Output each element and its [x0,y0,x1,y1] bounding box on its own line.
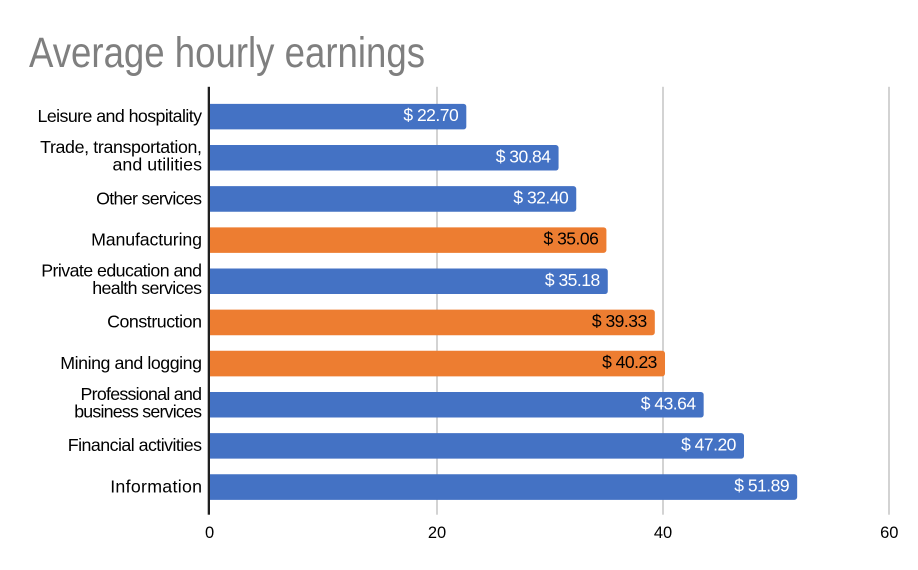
svg-text:0: 0 [205,524,214,542]
svg-text:20: 20 [428,524,446,542]
svg-text:40: 40 [654,524,672,542]
svg-text:Mining and logging: Mining and logging [60,353,202,373]
svg-text:$ 32.40: $ 32.40 [513,188,569,208]
svg-text:Professional and: Professional and [81,384,203,404]
svg-text:health services: health services [92,278,202,298]
svg-text:Manufacturing: Manufacturing [91,229,202,249]
svg-text:business services: business services [74,402,202,422]
svg-text:$ 35.18: $ 35.18 [545,270,600,290]
svg-text:Other services: Other services [96,188,202,208]
svg-text:Average hourly earnings: Average hourly earnings [29,30,425,77]
svg-text:Financial activities: Financial activities [68,435,202,455]
svg-text:$ 35.06: $ 35.06 [544,229,599,249]
svg-text:Leisure and hospitality: Leisure and hospitality [38,106,203,126]
svg-text:$ 40.23: $ 40.23 [602,352,657,372]
svg-text:Private education and: Private education and [41,260,202,280]
svg-text:$ 39.33: $ 39.33 [592,311,647,331]
svg-text:Construction: Construction [107,312,202,332]
svg-text:and utilities: and utilities [113,155,203,175]
svg-text:$ 47.20: $ 47.20 [681,434,737,454]
svg-text:$ 43.64: $ 43.64 [641,393,697,413]
svg-text:Information: Information [110,476,202,496]
svg-text:$ 30.84: $ 30.84 [496,146,552,166]
svg-text:60: 60 [880,524,898,542]
svg-text:$ 22.70: $ 22.70 [403,105,459,125]
svg-text:$ 51.89: $ 51.89 [734,476,789,496]
svg-text:Trade, transportation,: Trade, transportation, [40,137,202,157]
